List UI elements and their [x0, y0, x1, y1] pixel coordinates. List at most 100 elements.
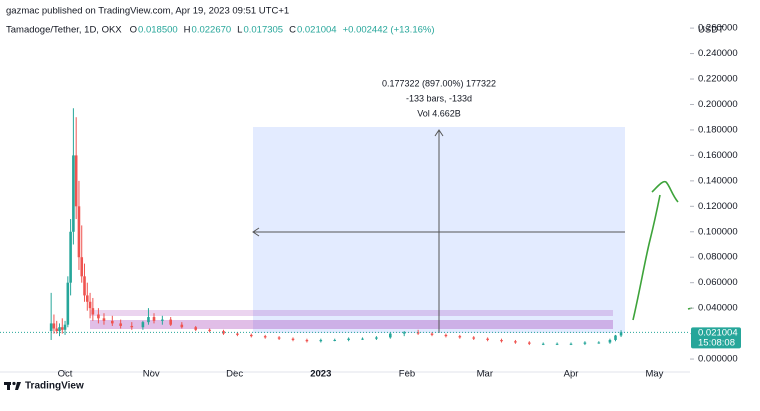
candle-body	[555, 343, 559, 345]
candle-body	[263, 336, 267, 338]
candle-body	[458, 336, 462, 338]
zone-box	[90, 310, 613, 316]
x-tick-label: Nov	[143, 369, 160, 380]
candle-body	[608, 339, 612, 343]
x-tick-label: May	[645, 369, 663, 380]
candle-body	[102, 318, 106, 321]
candle-body	[147, 317, 150, 323]
legend-value: 0.017305	[243, 25, 283, 36]
y-tick-label: 0.000000	[698, 354, 738, 365]
legend-change: +0.002442 (+13.16%)	[343, 25, 435, 36]
candle-body	[88, 301, 92, 309]
y-tick-label: 0.260000	[698, 23, 738, 34]
candle-body	[528, 342, 531, 344]
x-tick-label: Dec	[226, 369, 243, 380]
legend-label: L	[237, 25, 242, 36]
y-tick-label: 0.240000	[698, 48, 738, 59]
y-tick-label: 0.060000	[698, 277, 738, 288]
candle-body	[119, 323, 122, 326]
legend-label: O	[130, 25, 137, 36]
candle-body	[583, 342, 587, 344]
x-tick-label: Mar	[477, 369, 493, 380]
x-tick-label: Oct	[58, 369, 73, 380]
y-tick-label: 0.160000	[698, 150, 738, 161]
candle-body	[277, 337, 281, 339]
last-price-box	[691, 327, 741, 349]
candle-body	[85, 295, 89, 302]
candle-body	[514, 341, 517, 343]
candle-body	[614, 335, 617, 340]
candle-body	[80, 257, 84, 277]
candle-body	[486, 338, 489, 340]
candle-body	[72, 155, 75, 232]
candle-body	[236, 333, 239, 335]
legend-label: C	[289, 25, 296, 36]
candle-body	[169, 319, 172, 325]
candle-body	[91, 308, 95, 315]
hand-drawing	[632, 180, 679, 321]
ohlc-legend: Tamadoge/Tether, 1D, OKX O 0.018500 H 0.022…	[6, 25, 435, 36]
candle-body	[541, 343, 545, 345]
candle-body	[402, 332, 406, 334]
candle-body	[569, 343, 573, 345]
candle-body	[141, 322, 145, 328]
candle-body	[472, 337, 476, 339]
arrow-head	[434, 129, 444, 137]
candle-body	[333, 339, 337, 341]
candle-body	[58, 327, 61, 332]
legend-value: 0.021004	[297, 25, 337, 36]
candle-body	[97, 314, 100, 319]
candle-body	[83, 276, 86, 296]
countdown: 15:08:08	[698, 337, 735, 348]
publisher: gazmac published on TradingView.com, Apr…	[6, 6, 289, 17]
y-tick-label: 0.180000	[698, 124, 738, 135]
currency: USDT	[698, 25, 724, 36]
candle-body	[52, 323, 56, 329]
plot	[49, 108, 623, 346]
candle-body	[69, 231, 72, 283]
zone-box	[90, 320, 613, 329]
candle-body	[161, 319, 164, 321]
candle-body	[49, 323, 53, 332]
candle-body	[180, 324, 184, 328]
candle-body	[319, 339, 323, 342]
candle-body	[66, 282, 70, 325]
x-tick-label: 2023	[310, 369, 331, 380]
candle-body	[194, 327, 198, 330]
candle-body	[619, 332, 623, 336]
y-tick-label: 0.220000	[698, 74, 738, 85]
y-tick-label: 0.120000	[698, 201, 738, 212]
logo: TradingView	[4, 381, 84, 392]
candle-body	[208, 329, 211, 332]
y-tick-label: 0.140000	[698, 175, 738, 186]
candle-body	[152, 317, 156, 321]
legend-value: 0.022670	[192, 25, 232, 36]
y-tick-label: 0.080000	[698, 252, 738, 263]
candle-body	[430, 333, 434, 335]
measure-text: Vol 4.662B	[417, 108, 461, 118]
candle-body	[500, 339, 503, 342]
candle-body	[74, 155, 78, 207]
candle-body	[55, 328, 59, 332]
candle-body	[60, 327, 64, 330]
candle-body	[305, 339, 309, 342]
candle-body	[347, 338, 350, 340]
measure-text: -133 bars, -133d	[406, 93, 472, 103]
candle-body	[597, 342, 601, 344]
candle-body	[222, 331, 225, 334]
x-tick-label: Apr	[564, 369, 579, 380]
x-tick-label: Feb	[399, 369, 415, 380]
candle-body	[291, 338, 295, 340]
candle-body	[416, 332, 420, 334]
candle-body	[375, 337, 378, 339]
candle-body	[111, 320, 114, 324]
y-tick-label: 0.100000	[698, 226, 738, 237]
candle-body	[389, 333, 392, 338]
candle-body	[130, 325, 134, 328]
y-tick-label: 0.040000	[698, 303, 738, 314]
measure-text: 0.177322 (897.00%) 177322	[382, 78, 496, 88]
candle-body	[444, 334, 448, 337]
y-tick-label: 0.200000	[698, 99, 738, 110]
